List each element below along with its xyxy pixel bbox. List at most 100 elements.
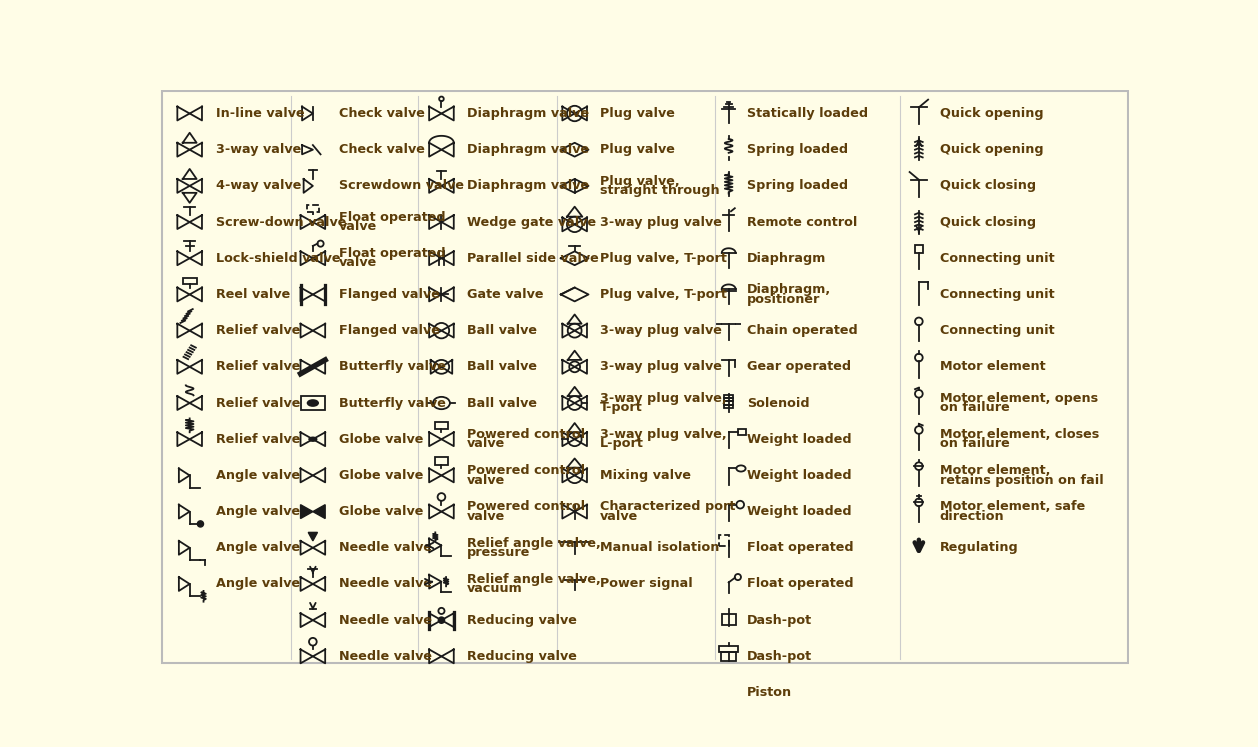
Text: Check valve: Check valve (340, 107, 425, 120)
Text: Motor element: Motor element (940, 360, 1045, 374)
Text: 3-way valve: 3-way valve (216, 143, 301, 156)
Text: retains position on fail: retains position on fail (940, 474, 1103, 486)
Bar (725, 398, 733, 401)
Text: Reducing valve: Reducing valve (467, 650, 576, 663)
Text: Needle valve: Needle valve (340, 650, 431, 663)
Text: Needle valve: Needle valve (340, 614, 431, 627)
Text: valve: valve (467, 509, 506, 523)
Text: valve: valve (340, 256, 377, 270)
Text: Butterfly valve: Butterfly valve (340, 397, 445, 409)
Bar (182, 279, 196, 285)
Text: Regulating: Regulating (940, 542, 1019, 554)
Text: Dash-pot: Dash-pot (747, 650, 813, 663)
Text: Powered control: Powered control (467, 428, 585, 441)
Text: Lock-shield valve: Lock-shield valve (216, 252, 341, 264)
Bar (725, 405, 733, 408)
Text: Diaphragm: Diaphragm (747, 252, 827, 264)
Bar (301, 396, 325, 410)
Text: Dash-pot: Dash-pot (747, 614, 813, 627)
Text: Reducing valve: Reducing valve (467, 614, 576, 627)
Text: valve: valve (467, 474, 506, 486)
Text: Diaphragm valve: Diaphragm valve (467, 107, 589, 120)
Text: Ball valve: Ball valve (467, 360, 537, 374)
Text: Quick opening: Quick opening (940, 107, 1043, 120)
Text: Diaphragm,: Diaphragm, (747, 283, 832, 297)
Text: Mixing valve: Mixing valve (600, 469, 691, 482)
Text: valve: valve (467, 437, 506, 450)
Text: Flanged valve: Flanged valve (340, 288, 440, 301)
Ellipse shape (307, 399, 320, 407)
Text: Characterized port: Characterized port (600, 500, 736, 513)
Bar (307, 205, 320, 212)
Bar (434, 457, 448, 465)
Text: Screw-down valve: Screw-down valve (216, 216, 346, 229)
Text: Quick closing: Quick closing (940, 216, 1035, 229)
Text: T-port: T-port (600, 401, 643, 414)
Bar (720, 691, 738, 698)
Text: Solenoid: Solenoid (747, 397, 810, 409)
Text: 4-way valve: 4-way valve (216, 179, 301, 193)
Text: positioner: positioner (747, 293, 820, 306)
Text: Connecting unit: Connecting unit (940, 324, 1054, 337)
Text: Float operated: Float operated (340, 211, 445, 224)
Text: Powered control: Powered control (467, 500, 585, 513)
Text: 3-way plug valve,: 3-way plug valve, (600, 392, 727, 405)
Text: Manual isolation: Manual isolation (600, 542, 720, 554)
Text: Motor element, closes: Motor element, closes (940, 428, 1099, 441)
Text: 3-way plug valve: 3-way plug valve (600, 324, 722, 337)
Text: Ball valve: Ball valve (467, 324, 537, 337)
Text: Check valve: Check valve (340, 143, 425, 156)
Text: Connecting unit: Connecting unit (940, 288, 1054, 301)
Text: Angle valve: Angle valve (216, 505, 299, 518)
Text: Float operated: Float operated (340, 247, 445, 260)
Text: straight through: straight through (600, 184, 720, 197)
Text: Wedge gate valve: Wedge gate valve (467, 216, 596, 229)
Text: pressure: pressure (467, 546, 530, 559)
Text: Relief valve: Relief valve (216, 360, 301, 374)
Text: Spring loaded: Spring loaded (747, 143, 848, 156)
Text: 3-way plug valve: 3-way plug valve (600, 216, 722, 229)
FancyBboxPatch shape (162, 91, 1127, 663)
Bar (718, 689, 740, 694)
Text: L-port: L-port (600, 437, 644, 450)
Text: Relief valve: Relief valve (216, 324, 301, 337)
Text: Motor element,: Motor element, (940, 465, 1050, 477)
Text: Quick opening: Quick opening (940, 143, 1043, 156)
Text: 3-way plug valve,: 3-way plug valve, (600, 428, 727, 441)
Text: Quick closing: Quick closing (940, 179, 1035, 193)
Bar (720, 645, 738, 651)
Text: 3-way plug valve: 3-way plug valve (600, 360, 722, 374)
Text: Spring loaded: Spring loaded (747, 179, 848, 193)
Text: Relief valve: Relief valve (216, 433, 301, 446)
Bar (434, 422, 448, 430)
Text: Piston: Piston (747, 686, 793, 699)
Text: Plug valve, T-port: Plug valve, T-port (600, 252, 727, 264)
Polygon shape (313, 505, 325, 518)
Text: Parallel side valve: Parallel side valve (467, 252, 599, 264)
Bar (725, 395, 733, 398)
Bar (915, 245, 922, 253)
Text: Plug valve: Plug valve (600, 143, 676, 156)
Text: Diaphragm valve: Diaphragm valve (467, 143, 589, 156)
Text: Powered control: Powered control (467, 465, 585, 477)
Text: In-line valve: In-line valve (216, 107, 304, 120)
Circle shape (198, 521, 204, 527)
Polygon shape (301, 505, 313, 518)
Bar (722, 614, 736, 624)
Text: Chain operated: Chain operated (747, 324, 858, 337)
Text: direction: direction (940, 509, 1004, 523)
Text: Ball valve: Ball valve (467, 397, 537, 409)
Bar (738, 430, 746, 436)
Text: Relief valve: Relief valve (216, 397, 301, 409)
Bar (721, 651, 736, 661)
Text: Remote control: Remote control (747, 216, 858, 229)
Text: Plug valve,: Plug valve, (600, 175, 679, 187)
Text: Globe valve: Globe valve (340, 433, 424, 446)
Bar (720, 536, 728, 546)
Text: Power signal: Power signal (600, 577, 693, 590)
Text: Screwdown valve: Screwdown valve (340, 179, 464, 193)
Text: Globe valve: Globe valve (340, 505, 424, 518)
Text: Gear operated: Gear operated (747, 360, 852, 374)
Text: Plug valve: Plug valve (600, 107, 676, 120)
Text: Needle valve: Needle valve (340, 542, 431, 554)
